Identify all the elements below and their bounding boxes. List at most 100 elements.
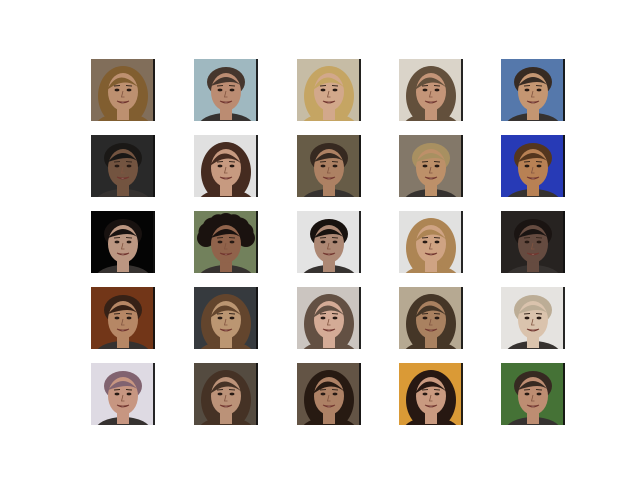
right-brow — [228, 237, 236, 239]
mouth — [116, 328, 130, 332]
right-eye — [229, 316, 235, 320]
mouth — [526, 404, 540, 408]
left-brow — [319, 85, 327, 87]
mouth — [526, 328, 540, 332]
mouth — [219, 176, 233, 180]
left-brow — [421, 237, 429, 239]
left-brow — [113, 237, 121, 239]
left-brow — [421, 389, 429, 391]
face-r3-c1 — [91, 211, 155, 273]
fringe — [108, 305, 138, 314]
face-r1-c5 — [501, 59, 565, 121]
face-r5-c4 — [399, 363, 463, 425]
tile-shade — [297, 59, 361, 121]
left-brow — [113, 313, 121, 315]
nose — [530, 242, 535, 250]
right-eye — [536, 392, 542, 396]
tile-shade — [91, 59, 155, 121]
right-brow — [433, 85, 441, 87]
left-brow — [319, 389, 327, 391]
fringe — [415, 305, 447, 318]
mouth — [219, 100, 233, 104]
nose — [428, 166, 433, 174]
face-r2-c5 — [501, 135, 565, 197]
left-eye — [320, 316, 326, 320]
right-eye — [536, 164, 542, 168]
face-r1-c1 — [91, 59, 155, 121]
left-eye — [422, 316, 428, 320]
nose — [428, 90, 433, 98]
fringe — [211, 77, 241, 86]
face-r2-c4 — [399, 135, 463, 197]
right-eye — [332, 240, 338, 244]
fringe — [415, 229, 447, 242]
left-eye — [114, 240, 120, 244]
face-r1-c3 — [297, 59, 361, 121]
face-r4-c3 — [297, 287, 361, 349]
right-brow — [535, 161, 543, 163]
right-brow — [331, 161, 339, 163]
right-eye — [332, 392, 338, 396]
hair — [237, 229, 255, 247]
tile-edge — [563, 59, 565, 121]
face-r2-c3 — [297, 135, 361, 197]
right-brow — [433, 389, 441, 391]
mouth — [424, 100, 438, 104]
tile-shade — [399, 211, 463, 273]
face-r5-c5 — [501, 363, 565, 425]
nose — [326, 90, 331, 98]
right-brow — [228, 85, 236, 87]
mouth — [424, 328, 438, 332]
tile-shade — [297, 135, 361, 197]
face-r1-c4 — [399, 59, 463, 121]
mouth — [116, 100, 130, 104]
tile-shade — [399, 135, 463, 197]
left-brow — [421, 85, 429, 87]
tile-edge — [461, 211, 463, 273]
tile-shade — [399, 287, 463, 349]
left-brow — [523, 85, 531, 87]
left-brow — [523, 237, 531, 239]
tile-shade — [194, 287, 258, 349]
right-brow — [125, 85, 133, 87]
tile-edge — [153, 59, 155, 121]
right-eye — [434, 392, 440, 396]
nose — [120, 90, 125, 98]
nose — [223, 242, 228, 250]
tile-shade — [399, 363, 463, 425]
left-brow — [216, 161, 224, 163]
fringe — [518, 229, 548, 238]
face-r3-c2 — [194, 211, 258, 273]
mouth — [424, 252, 438, 256]
fringe — [518, 305, 548, 314]
right-eye — [332, 316, 338, 320]
left-eye — [524, 164, 530, 168]
face-r3-c3 — [297, 211, 361, 273]
right-eye — [126, 164, 132, 168]
mouth — [219, 404, 233, 408]
nose — [326, 166, 331, 174]
left-brow — [421, 161, 429, 163]
mouth — [219, 328, 233, 332]
right-eye — [229, 392, 235, 396]
face-r4-c5 — [501, 287, 565, 349]
mouth — [322, 404, 336, 408]
left-eye — [524, 316, 530, 320]
left-brow — [523, 389, 531, 391]
tile-shade — [91, 135, 155, 197]
fringe — [518, 153, 548, 162]
right-brow — [125, 313, 133, 315]
tile-shade — [194, 135, 258, 197]
fringe — [210, 305, 242, 318]
fringe — [415, 77, 447, 90]
tile-edge — [256, 135, 258, 197]
tile-edge — [153, 211, 155, 273]
nose — [223, 318, 228, 326]
tile-edge — [256, 211, 258, 273]
tile-edge — [461, 135, 463, 197]
left-eye — [217, 392, 223, 396]
tile-edge — [359, 135, 361, 197]
left-brow — [113, 161, 121, 163]
mouth — [526, 100, 540, 104]
